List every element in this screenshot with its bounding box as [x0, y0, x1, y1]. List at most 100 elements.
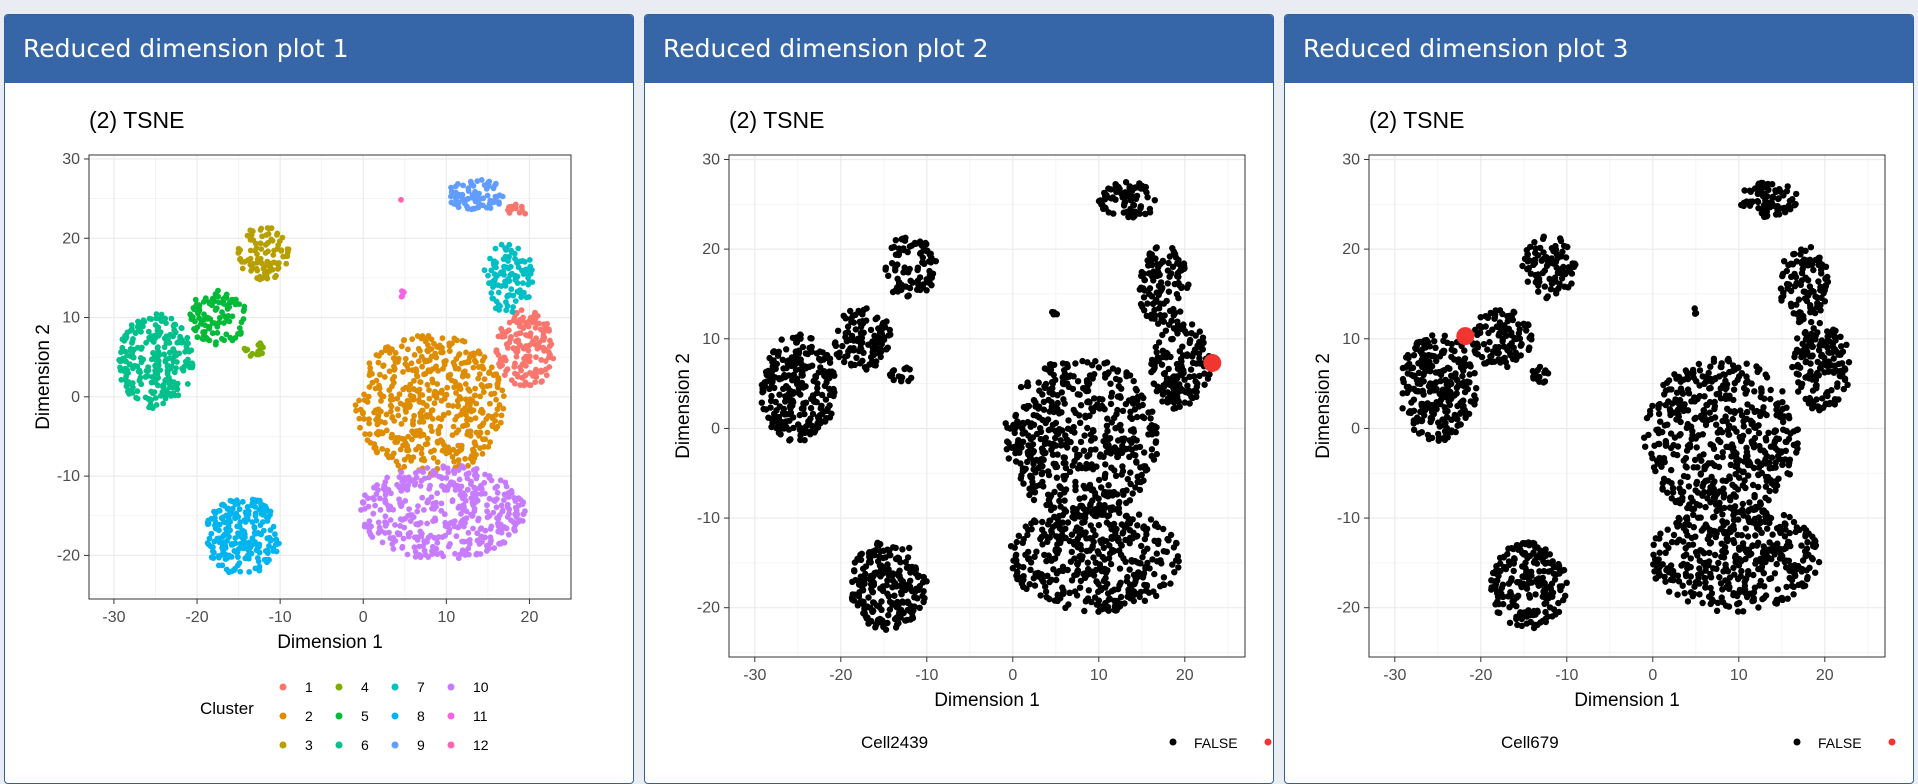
data-point — [465, 196, 471, 202]
data-point — [1091, 572, 1097, 578]
data-point — [880, 623, 886, 629]
data-point — [172, 349, 178, 355]
data-point — [1096, 198, 1102, 204]
data-point — [535, 313, 541, 319]
data-point — [863, 317, 869, 323]
data-point — [264, 558, 270, 564]
data-point — [1448, 381, 1454, 387]
data-point — [797, 391, 803, 397]
data-point — [1155, 384, 1161, 390]
data-point — [1095, 581, 1101, 587]
data-point — [159, 312, 165, 318]
data-point — [1565, 264, 1571, 270]
data-point — [1535, 609, 1541, 615]
data-point — [283, 261, 289, 267]
legend-key-false — [1170, 739, 1177, 746]
data-point — [1011, 444, 1017, 450]
data-point — [1101, 556, 1107, 562]
data-point — [1072, 360, 1078, 366]
data-point — [391, 374, 397, 380]
data-point — [1092, 446, 1098, 452]
data-point — [517, 382, 523, 388]
data-point — [1104, 513, 1110, 519]
data-point — [421, 456, 427, 462]
data-point — [506, 532, 512, 538]
y-tick-label: 20 — [62, 230, 80, 247]
data-point — [273, 537, 279, 543]
data-point — [219, 562, 225, 568]
data-point — [771, 385, 777, 391]
data-point — [1081, 483, 1087, 489]
data-point — [1528, 569, 1534, 575]
data-point — [868, 559, 874, 565]
data-point — [1145, 262, 1151, 268]
data-point — [868, 581, 874, 587]
data-point — [1524, 586, 1530, 592]
data-point — [1167, 308, 1173, 314]
data-point — [1041, 407, 1047, 413]
data-point — [210, 544, 216, 550]
data-point — [1174, 361, 1180, 367]
data-point — [1529, 579, 1535, 585]
data-point — [1549, 280, 1555, 286]
data-point — [419, 415, 425, 421]
data-point — [1448, 354, 1454, 360]
data-point — [1133, 458, 1139, 464]
data-point — [1032, 489, 1038, 495]
data-point — [1151, 307, 1157, 313]
data-point — [809, 344, 815, 350]
data-point — [240, 533, 246, 539]
data-point — [496, 201, 502, 207]
data-point — [1400, 390, 1406, 396]
data-point — [1114, 407, 1120, 413]
data-point — [475, 518, 481, 524]
data-point — [1014, 418, 1020, 424]
data-point — [422, 476, 428, 482]
data-point — [471, 407, 477, 413]
data-point — [1421, 378, 1427, 384]
data-point — [459, 463, 465, 469]
data-point — [1501, 554, 1507, 560]
data-point — [449, 200, 455, 206]
data-point — [1526, 542, 1532, 548]
data-point — [456, 352, 462, 358]
data-point — [1526, 257, 1532, 263]
data-point — [1515, 321, 1521, 327]
data-point — [1165, 396, 1171, 402]
data-point — [413, 369, 419, 375]
data-point — [1152, 255, 1158, 261]
data-point — [416, 358, 422, 364]
data-point — [1454, 403, 1460, 409]
data-point — [462, 368, 468, 374]
data-point — [174, 359, 180, 365]
data-point — [235, 562, 241, 568]
data-point — [886, 332, 892, 338]
data-point — [1544, 593, 1550, 599]
data-point — [1125, 594, 1131, 600]
data-point — [1134, 522, 1140, 528]
legend-key-cluster-11 — [448, 713, 455, 720]
data-point — [1151, 571, 1157, 577]
data-point — [1047, 361, 1053, 367]
data-point — [416, 444, 422, 450]
data-point — [1112, 444, 1118, 450]
data-point — [1055, 595, 1061, 601]
data-point — [1138, 301, 1144, 307]
data-point — [1020, 439, 1026, 445]
data-point — [920, 254, 926, 260]
data-point — [1078, 402, 1084, 408]
data-point — [1779, 388, 1785, 394]
data-point — [481, 444, 487, 450]
data-point — [193, 297, 199, 303]
chart-title: (2) TSNE — [1369, 107, 1464, 133]
data-point — [366, 526, 372, 532]
data-point — [384, 448, 390, 454]
data-point — [1060, 591, 1066, 597]
data-point — [1031, 397, 1037, 403]
data-point — [1043, 420, 1049, 426]
data-point — [776, 392, 782, 398]
data-point — [480, 202, 486, 208]
